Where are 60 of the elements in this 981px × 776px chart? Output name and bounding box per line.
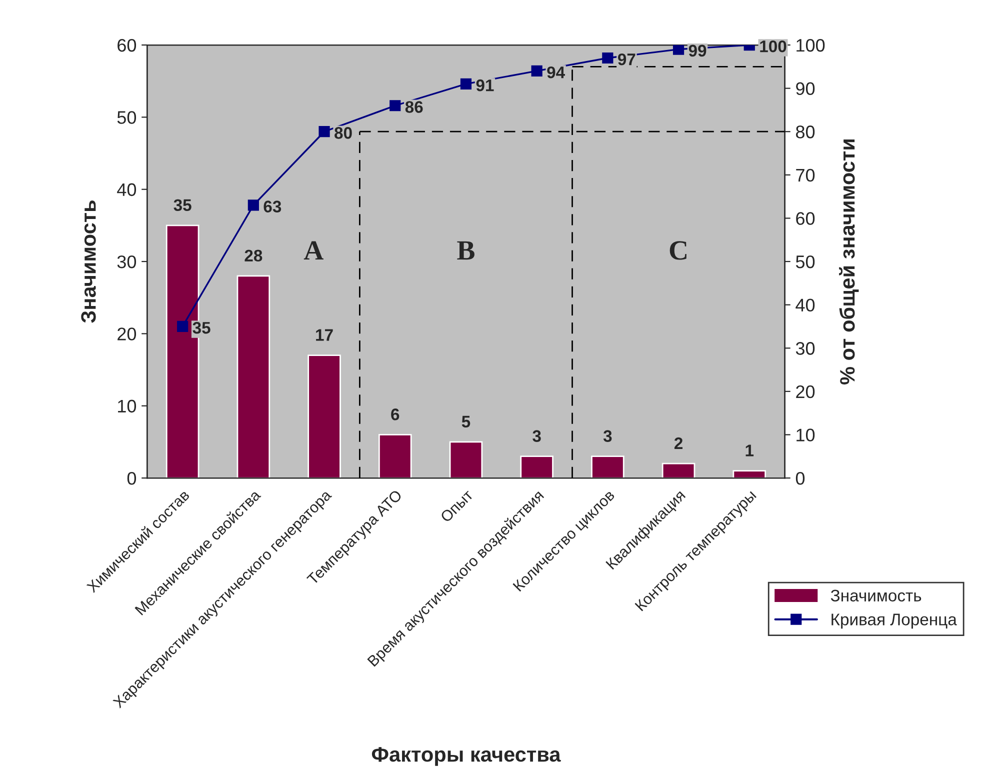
point <box>318 126 330 138</box>
y-tick-label: 20 <box>118 328 136 340</box>
bar <box>732 470 766 478</box>
y2-tick-label: 100 <box>796 38 825 52</box>
point <box>602 52 614 64</box>
y-tick-label: 60 <box>118 38 136 52</box>
y-tick-label: 50 <box>117 111 136 124</box>
data-label: 97 <box>618 53 636 66</box>
data-label: 3 <box>603 430 612 442</box>
x-axis-title: Факторы качества <box>372 747 561 766</box>
data-label: 100 <box>760 40 786 52</box>
y2-tick-label: 60 <box>796 212 815 225</box>
annotation: C <box>670 241 686 260</box>
data-label: 17 <box>316 329 333 341</box>
y2-tick-label: 10 <box>796 428 815 442</box>
bar <box>236 275 270 478</box>
y-tick-label: 40 <box>117 183 136 196</box>
y-tick-label: 0 <box>127 472 136 485</box>
bar <box>662 462 696 478</box>
data-label: 1 <box>746 444 754 456</box>
y2-tick-label: 0 <box>796 472 805 485</box>
point <box>248 200 259 211</box>
bar <box>308 354 341 478</box>
y-axis-title: Значимость <box>81 200 96 323</box>
point <box>531 65 542 77</box>
y2-tick-label: 30 <box>796 342 815 355</box>
y2-tick-label: 80 <box>796 126 815 138</box>
bar <box>449 441 483 478</box>
data-label: 2 <box>674 437 682 450</box>
data-label: 6 <box>391 408 400 420</box>
data-label: 80 <box>334 127 352 139</box>
y2-tick-label: 40 <box>796 298 815 312</box>
y2-tick-label: 20 <box>796 385 815 398</box>
point <box>672 45 684 55</box>
data-label: 94 <box>547 66 565 78</box>
legend-label: Значимость <box>830 590 922 602</box>
y2-tick-label: 70 <box>796 168 815 182</box>
data-label: 3 <box>532 430 541 442</box>
bar <box>591 456 624 478</box>
point <box>460 78 472 90</box>
y-tick-label: 30 <box>117 255 136 268</box>
data-label: 86 <box>405 101 423 113</box>
data-label: 91 <box>476 79 494 92</box>
data-label: 99 <box>688 44 706 57</box>
data-label: 63 <box>264 200 282 212</box>
bar <box>378 434 412 478</box>
point <box>177 320 188 332</box>
point <box>390 100 401 112</box>
data-label: 35 <box>174 199 192 212</box>
legend-label: Кривая Лоренца <box>832 614 957 629</box>
y2-tick-label: 90 <box>796 82 815 96</box>
data-label: 28 <box>244 250 262 262</box>
data-label: 5 <box>462 416 470 428</box>
annotation: A <box>304 241 324 260</box>
y2-tick-label: 50 <box>796 255 815 268</box>
y2-axis-title: % от общей значимости <box>839 139 859 384</box>
y-tick-label: 10 <box>118 400 136 413</box>
annotation: B <box>457 241 474 260</box>
data-label: 35 <box>192 322 210 334</box>
bar <box>520 456 554 478</box>
